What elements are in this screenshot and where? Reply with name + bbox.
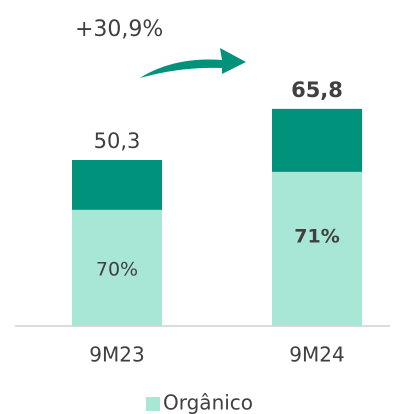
x-tick-label: 9M24	[289, 343, 344, 367]
bar-segment	[272, 171, 362, 326]
bar-segment	[72, 209, 162, 326]
bar-segment	[272, 108, 362, 172]
growth-arrow	[140, 48, 246, 78]
total-label: 65,8	[291, 78, 343, 102]
x-tick-label: 9M23	[89, 343, 144, 367]
bar-segment	[72, 160, 162, 210]
share-label: 71%	[294, 225, 339, 247]
total-label: 50,3	[94, 129, 141, 153]
share-label: 70%	[96, 259, 138, 281]
legend-label: Orgânico	[163, 391, 253, 414]
growth-annotation: +30,9%	[75, 17, 163, 42]
legend-swatch	[146, 397, 160, 411]
